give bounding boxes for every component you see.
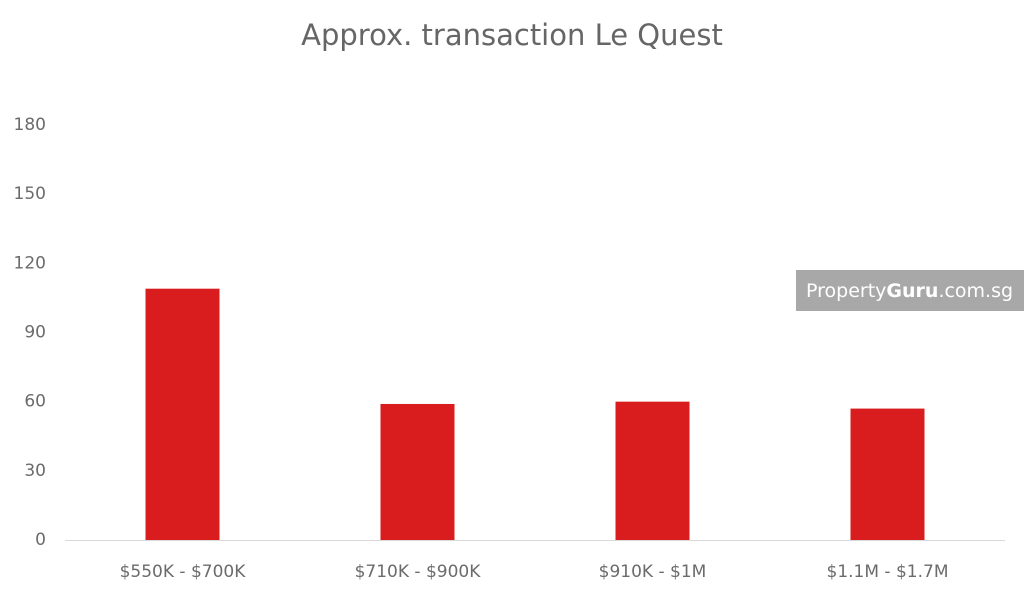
watermark-part: Property [806,280,886,302]
watermark-box [796,270,1024,311]
y-tick-label: 180 [14,115,46,135]
y-tick-label: 90 [24,323,46,343]
y-tick-label: 120 [14,253,46,273]
x-tick-label: $710K - $900K [355,562,482,582]
chart-title: Approx. transaction Le Quest [301,18,723,52]
y-tick-label: 0 [35,530,46,550]
bar [380,403,455,540]
x-tick-label: $550K - $700K [120,562,247,582]
y-tick-label: 30 [24,461,46,481]
watermark-part: Guru [886,280,938,302]
watermark: PropertyGuru.com.sg [806,280,1013,302]
x-tick-label: $1.1M - $1.7M [827,562,949,582]
bar [145,288,220,540]
watermark-part: .com.sg [938,280,1013,302]
bar [850,408,925,540]
bar [615,401,690,540]
y-tick-label: 150 [14,184,46,204]
x-tick-label: $910K - $1M [599,562,707,582]
y-tick-label: 60 [24,392,46,412]
